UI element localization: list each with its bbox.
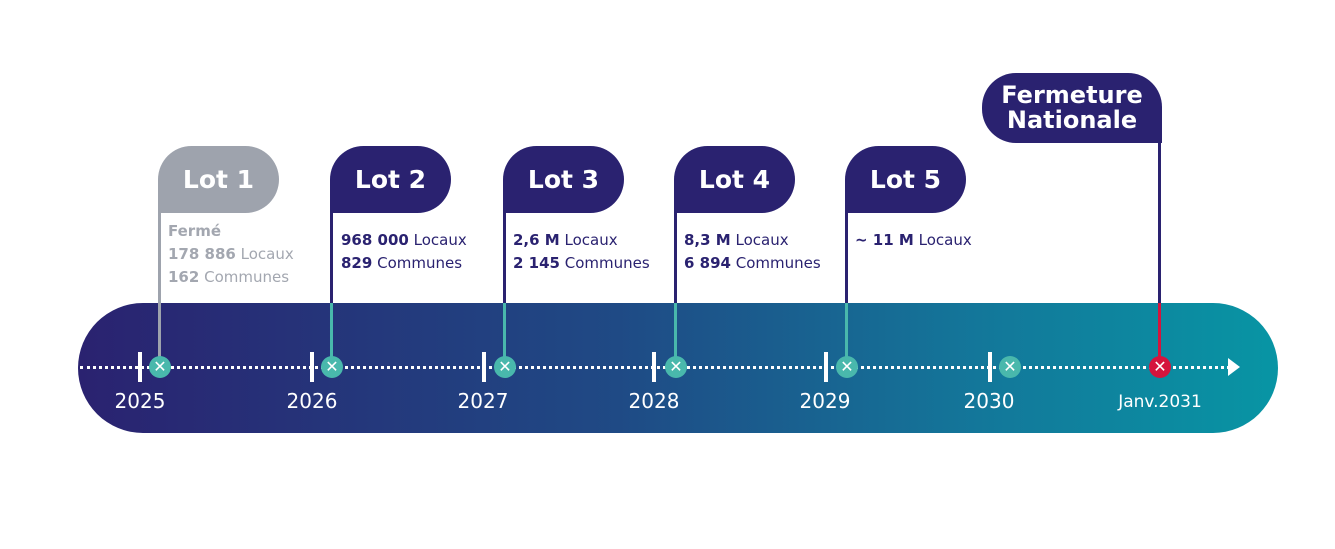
- lot-4-locaux-value: 8,3 M: [684, 231, 731, 249]
- tick-2027: [482, 352, 486, 382]
- lot-3-locaux-value: 2,6 M: [513, 231, 560, 249]
- arrow-right-icon: [1228, 358, 1240, 376]
- stem-lot-3-top: [503, 208, 506, 303]
- tick-2025: [138, 352, 142, 382]
- final-line-2: Nationale: [1006, 106, 1138, 134]
- stem-lot-2-bottom: [330, 303, 333, 368]
- tick-2026: [310, 352, 314, 382]
- lot-2-communes-label: Communes: [377, 254, 463, 272]
- lot-4-communes-value: 6 894: [684, 254, 731, 272]
- cross-circle-icon: ✕: [836, 356, 858, 378]
- tick-2030: [988, 352, 992, 382]
- stem-final-top: [1158, 138, 1161, 303]
- year-label-2028: 2028: [628, 389, 680, 413]
- cross-circle-icon-end: ✕: [1149, 356, 1171, 378]
- lot-3-locaux-label: Locaux: [564, 231, 618, 249]
- stem-lot-4-top: [674, 208, 677, 303]
- lot-1-communes-label: Communes: [204, 268, 290, 286]
- cross-circle-icon: ✕: [149, 356, 171, 378]
- lot-1-locaux-label: Locaux: [240, 245, 294, 263]
- tag-lot-1: Lot 1: [158, 146, 279, 213]
- lot-1-communes-value: 162: [168, 268, 200, 286]
- lot-4-communes-label: Communes: [735, 254, 821, 272]
- year-label-2027: 2027: [457, 389, 509, 413]
- tag-lot-2: Lot 2: [330, 146, 451, 213]
- lot-2-locaux-label: Locaux: [413, 231, 467, 249]
- tick-2028: [652, 352, 656, 382]
- tag-lot-5-label: Lot 5: [869, 165, 942, 194]
- lot-2-communes-value: 829: [341, 254, 373, 272]
- info-lot-1: Fermé 178 886 Locaux 162 Communes: [168, 220, 294, 289]
- tag-lot-5: Lot 5: [845, 146, 966, 213]
- tag-fermeture-nationale: Fermeture Nationale: [982, 73, 1162, 143]
- year-label-janv-2031: Janv.2031: [1118, 392, 1202, 412]
- info-lot-4: 8,3 M Locaux 6 894 Communes: [684, 229, 821, 275]
- year-label-2030: 2030: [963, 389, 1015, 413]
- info-lot-2: 968 000 Locaux 829 Communes: [341, 229, 467, 275]
- tag-lot-3-label: Lot 3: [527, 165, 600, 194]
- info-lot-3: 2,6 M Locaux 2 145 Communes: [513, 229, 650, 275]
- info-lot-5: ~ 11 M Locaux: [855, 229, 972, 252]
- tick-2029: [824, 352, 828, 382]
- final-line-1: Fermeture: [1001, 81, 1143, 109]
- lot-5-locaux-value: ~ 11 M: [855, 231, 914, 249]
- stem-final-bottom: [1158, 303, 1161, 368]
- lot-3-communes-label: Communes: [564, 254, 650, 272]
- year-label-2025: 2025: [114, 389, 166, 413]
- lot-1-locaux-value: 178 886: [168, 245, 236, 263]
- year-label-2029: 2029: [799, 389, 851, 413]
- stem-lot-5-top: [845, 208, 848, 303]
- cross-circle-icon: ✕: [321, 356, 343, 378]
- lot-2-locaux-value: 968 000: [341, 231, 409, 249]
- tag-lot-3: Lot 3: [503, 146, 624, 213]
- cross-circle-icon: ✕: [494, 356, 516, 378]
- stem-lot-2-top: [330, 208, 333, 303]
- tag-lot-4-label: Lot 4: [698, 165, 771, 194]
- year-label-2026: 2026: [286, 389, 338, 413]
- lot-5-locaux-label: Locaux: [918, 231, 972, 249]
- cross-circle-icon: ✕: [665, 356, 687, 378]
- stem-lot-5-bottom: [845, 303, 848, 368]
- cross-circle-icon: ✕: [999, 356, 1021, 378]
- lot-4-locaux-label: Locaux: [735, 231, 789, 249]
- stem-lot-3-bottom: [503, 303, 506, 368]
- stem-lot-1: [158, 208, 161, 368]
- stem-lot-4-bottom: [674, 303, 677, 368]
- tag-lot-2-label: Lot 2: [354, 165, 427, 194]
- lot-1-status: Fermé: [168, 222, 222, 240]
- lot-3-communes-value: 2 145: [513, 254, 560, 272]
- tag-lot-4: Lot 4: [674, 146, 795, 213]
- tag-lot-1-label: Lot 1: [182, 165, 255, 194]
